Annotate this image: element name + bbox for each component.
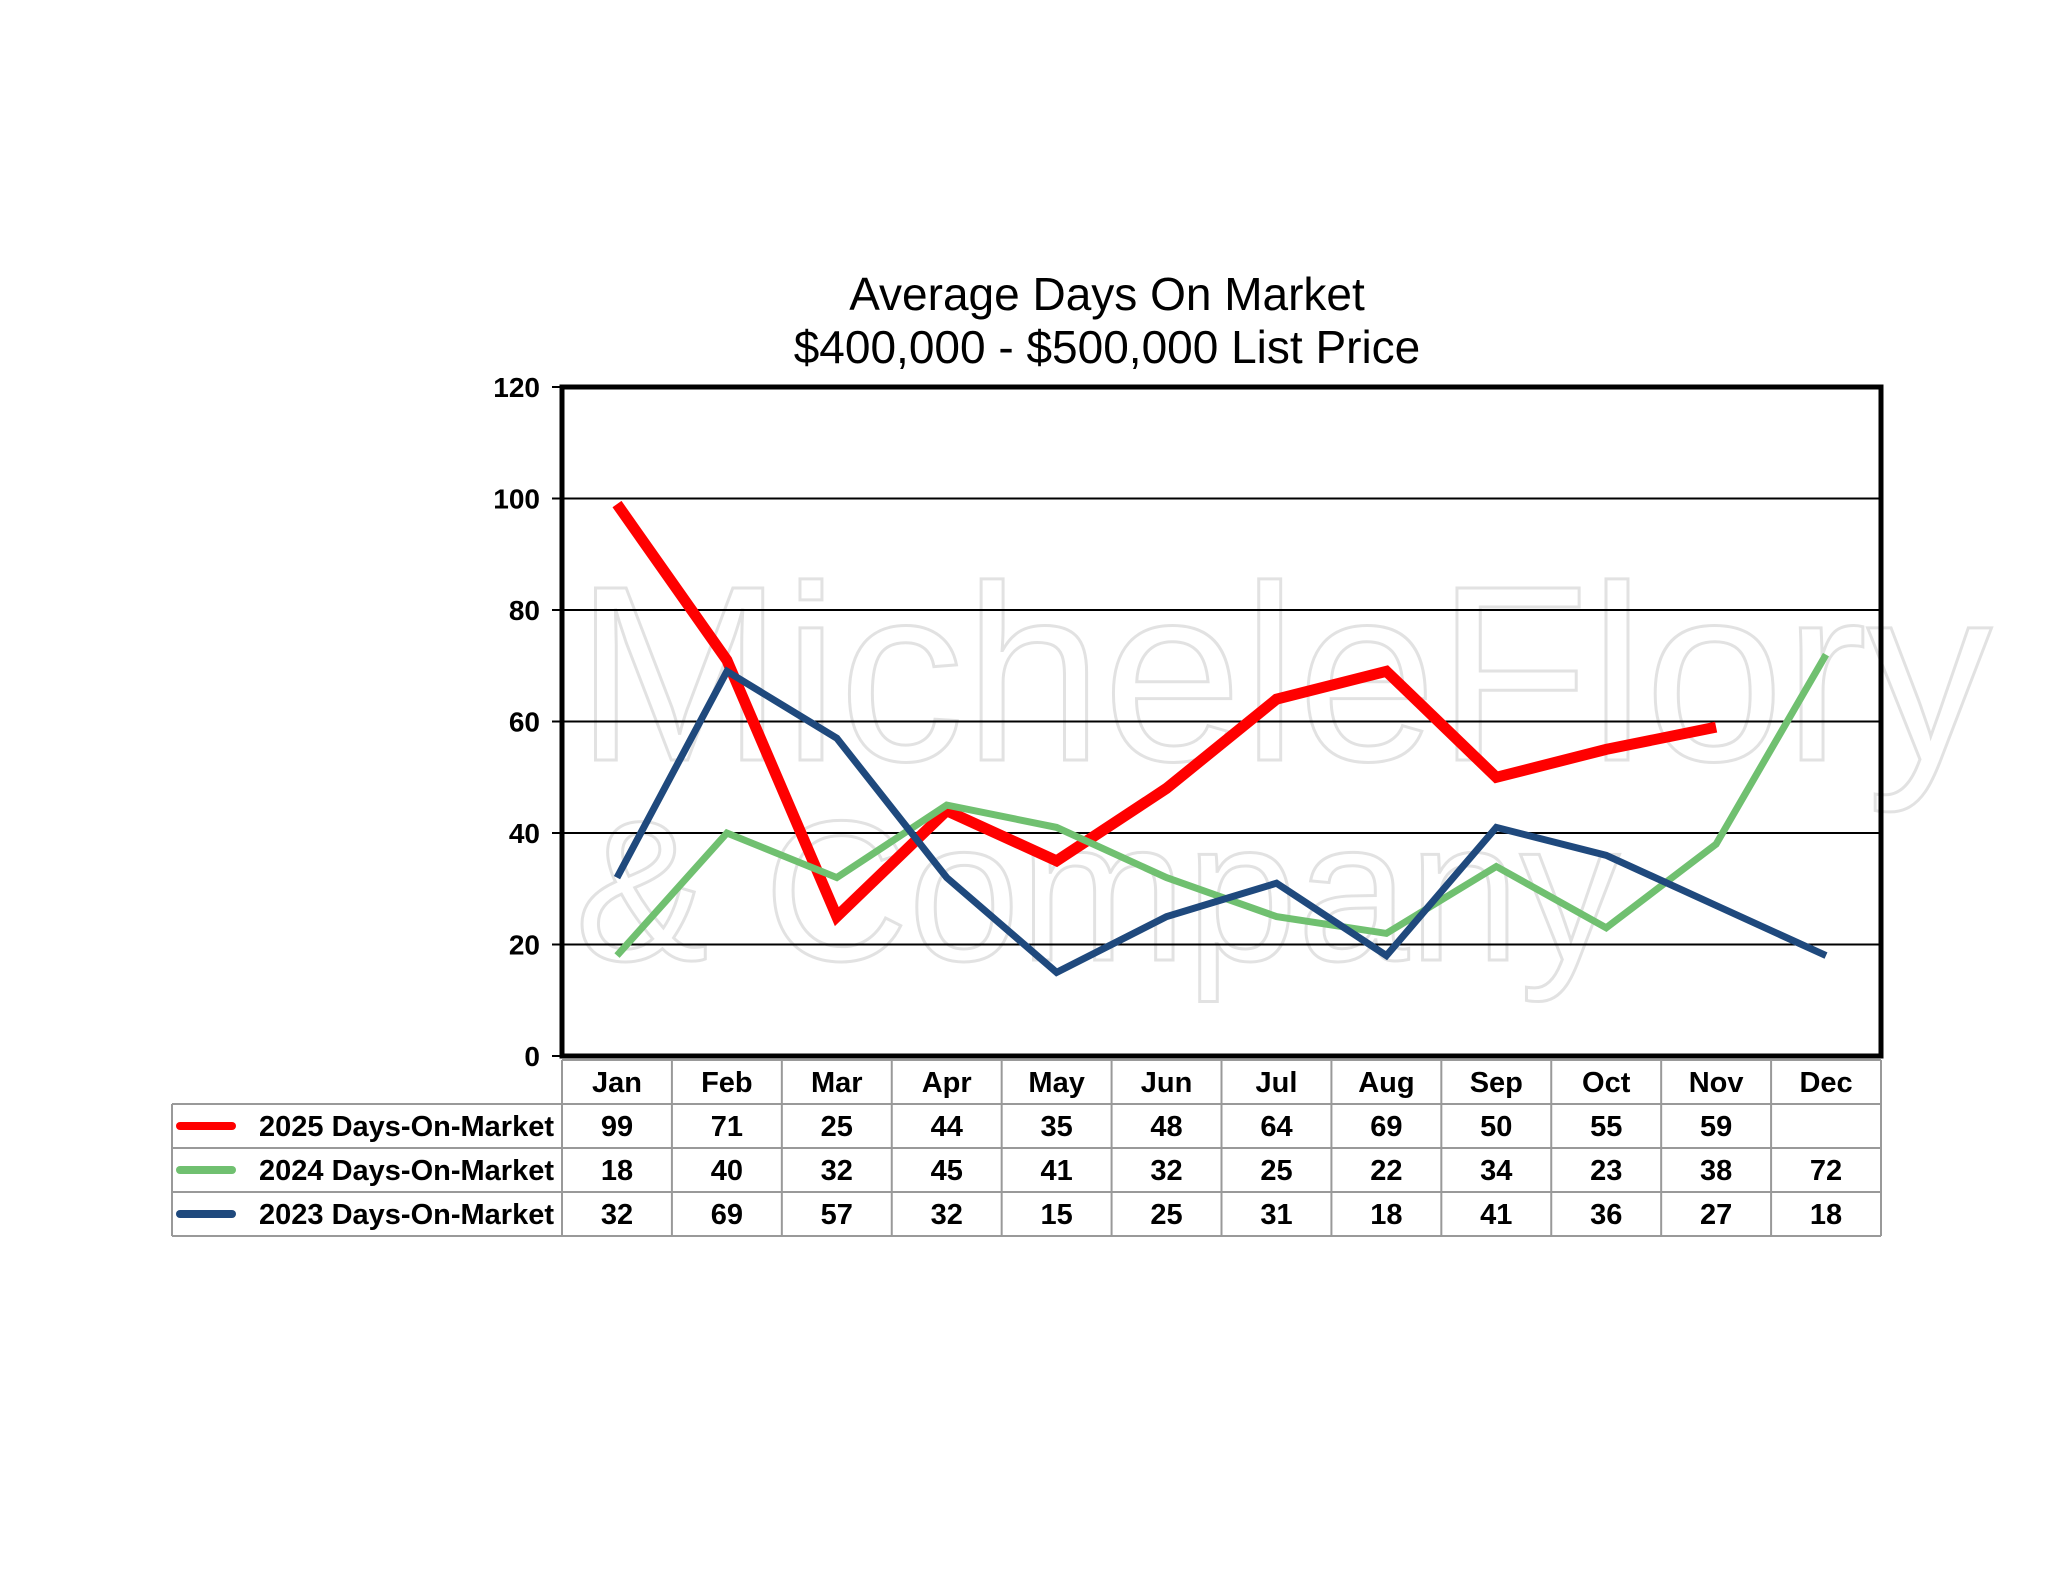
x-tick-label: Jan — [592, 1067, 642, 1099]
data-label: 32 — [1150, 1155, 1182, 1187]
x-tick-label: Dec — [1799, 1067, 1852, 1099]
series-line-0 — [612, 500, 1718, 927]
data-label: 18 — [1810, 1199, 1842, 1231]
data-label: 25 — [1260, 1155, 1292, 1187]
data-label: 71 — [711, 1111, 743, 1143]
data-label: 50 — [1480, 1111, 1512, 1143]
plot-frame — [559, 384, 1884, 1059]
data-label: 36 — [1590, 1199, 1622, 1231]
data-label: 22 — [1370, 1155, 1402, 1187]
x-tick-label: Apr — [922, 1067, 972, 1099]
data-label: 35 — [1040, 1111, 1072, 1143]
y-tick-label: 100 — [493, 484, 540, 515]
data-label: 40 — [711, 1155, 743, 1187]
data-label: 55 — [1590, 1111, 1622, 1143]
data-label: 25 — [821, 1111, 853, 1143]
data-label: 59 — [1700, 1111, 1732, 1143]
data-label: 18 — [1370, 1199, 1402, 1231]
data-label: 32 — [601, 1199, 633, 1231]
data-label: 57 — [821, 1199, 853, 1231]
legend-entry: 2024 Days-On-Market — [259, 1155, 554, 1187]
x-tick-label: Aug — [1358, 1067, 1414, 1099]
x-tick-label: Oct — [1582, 1067, 1631, 1099]
y-tick-label: 40 — [509, 818, 540, 849]
data-table: Jan Feb Mar Apr May Jun Jul Aug Sep Oct Nov Dec 2025… — [171, 1059, 1882, 1237]
x-tick-label: Jul — [1256, 1067, 1298, 1099]
data-label: 44 — [931, 1111, 963, 1143]
data-label: 72 — [1810, 1155, 1842, 1187]
x-tick-label: Mar — [811, 1067, 863, 1099]
y-axis-ticks: 0 20 40 60 80 100 120 — [493, 372, 562, 1072]
data-label: 41 — [1040, 1155, 1072, 1187]
data-label: 32 — [931, 1199, 963, 1231]
y-tick-label: 80 — [509, 595, 540, 626]
watermark-sub: & Company — [575, 780, 1620, 1003]
data-label: 48 — [1150, 1111, 1182, 1143]
data-label: 38 — [1700, 1155, 1732, 1187]
y-tick-label: 60 — [509, 707, 540, 738]
data-label: 18 — [601, 1155, 633, 1187]
x-tick-label: Nov — [1689, 1067, 1744, 1099]
gridlines — [562, 497, 1881, 946]
y-tick-label: 120 — [493, 372, 540, 403]
data-label: 32 — [821, 1155, 853, 1187]
x-tick-label: May — [1028, 1067, 1084, 1099]
chart-subtitle: $400,000 - $500,000 List Price — [794, 321, 1421, 373]
data-label: 23 — [1590, 1155, 1622, 1187]
series-line-2 — [613, 666, 1828, 977]
data-label: 69 — [1370, 1111, 1402, 1143]
legend-entry: 2025 Days-On-Market — [259, 1111, 554, 1143]
series-lines — [612, 500, 1830, 977]
y-tick-label: 0 — [524, 1041, 540, 1072]
data-label: 99 — [601, 1111, 633, 1143]
chart-title: Average Days On Market — [849, 268, 1365, 320]
data-label: 34 — [1480, 1155, 1512, 1187]
data-label: 45 — [931, 1155, 963, 1187]
x-tick-label: Sep — [1470, 1067, 1523, 1099]
data-label: 64 — [1260, 1111, 1292, 1143]
watermark-logo: MicheleFlory & Company — [574, 533, 1994, 1005]
y-tick-label: 20 — [509, 930, 540, 961]
data-label: 27 — [1700, 1199, 1732, 1231]
data-label: 31 — [1260, 1199, 1292, 1231]
legend-entry: 2023 Days-On-Market — [259, 1199, 554, 1231]
x-tick-label: Feb — [701, 1067, 753, 1099]
watermark-name: MicheleFlory — [575, 534, 1992, 813]
data-label: 69 — [711, 1199, 743, 1231]
data-label: 41 — [1480, 1199, 1512, 1231]
x-tick-label: Jun — [1141, 1067, 1193, 1099]
data-label: 25 — [1150, 1199, 1182, 1231]
data-label: 15 — [1040, 1199, 1072, 1231]
